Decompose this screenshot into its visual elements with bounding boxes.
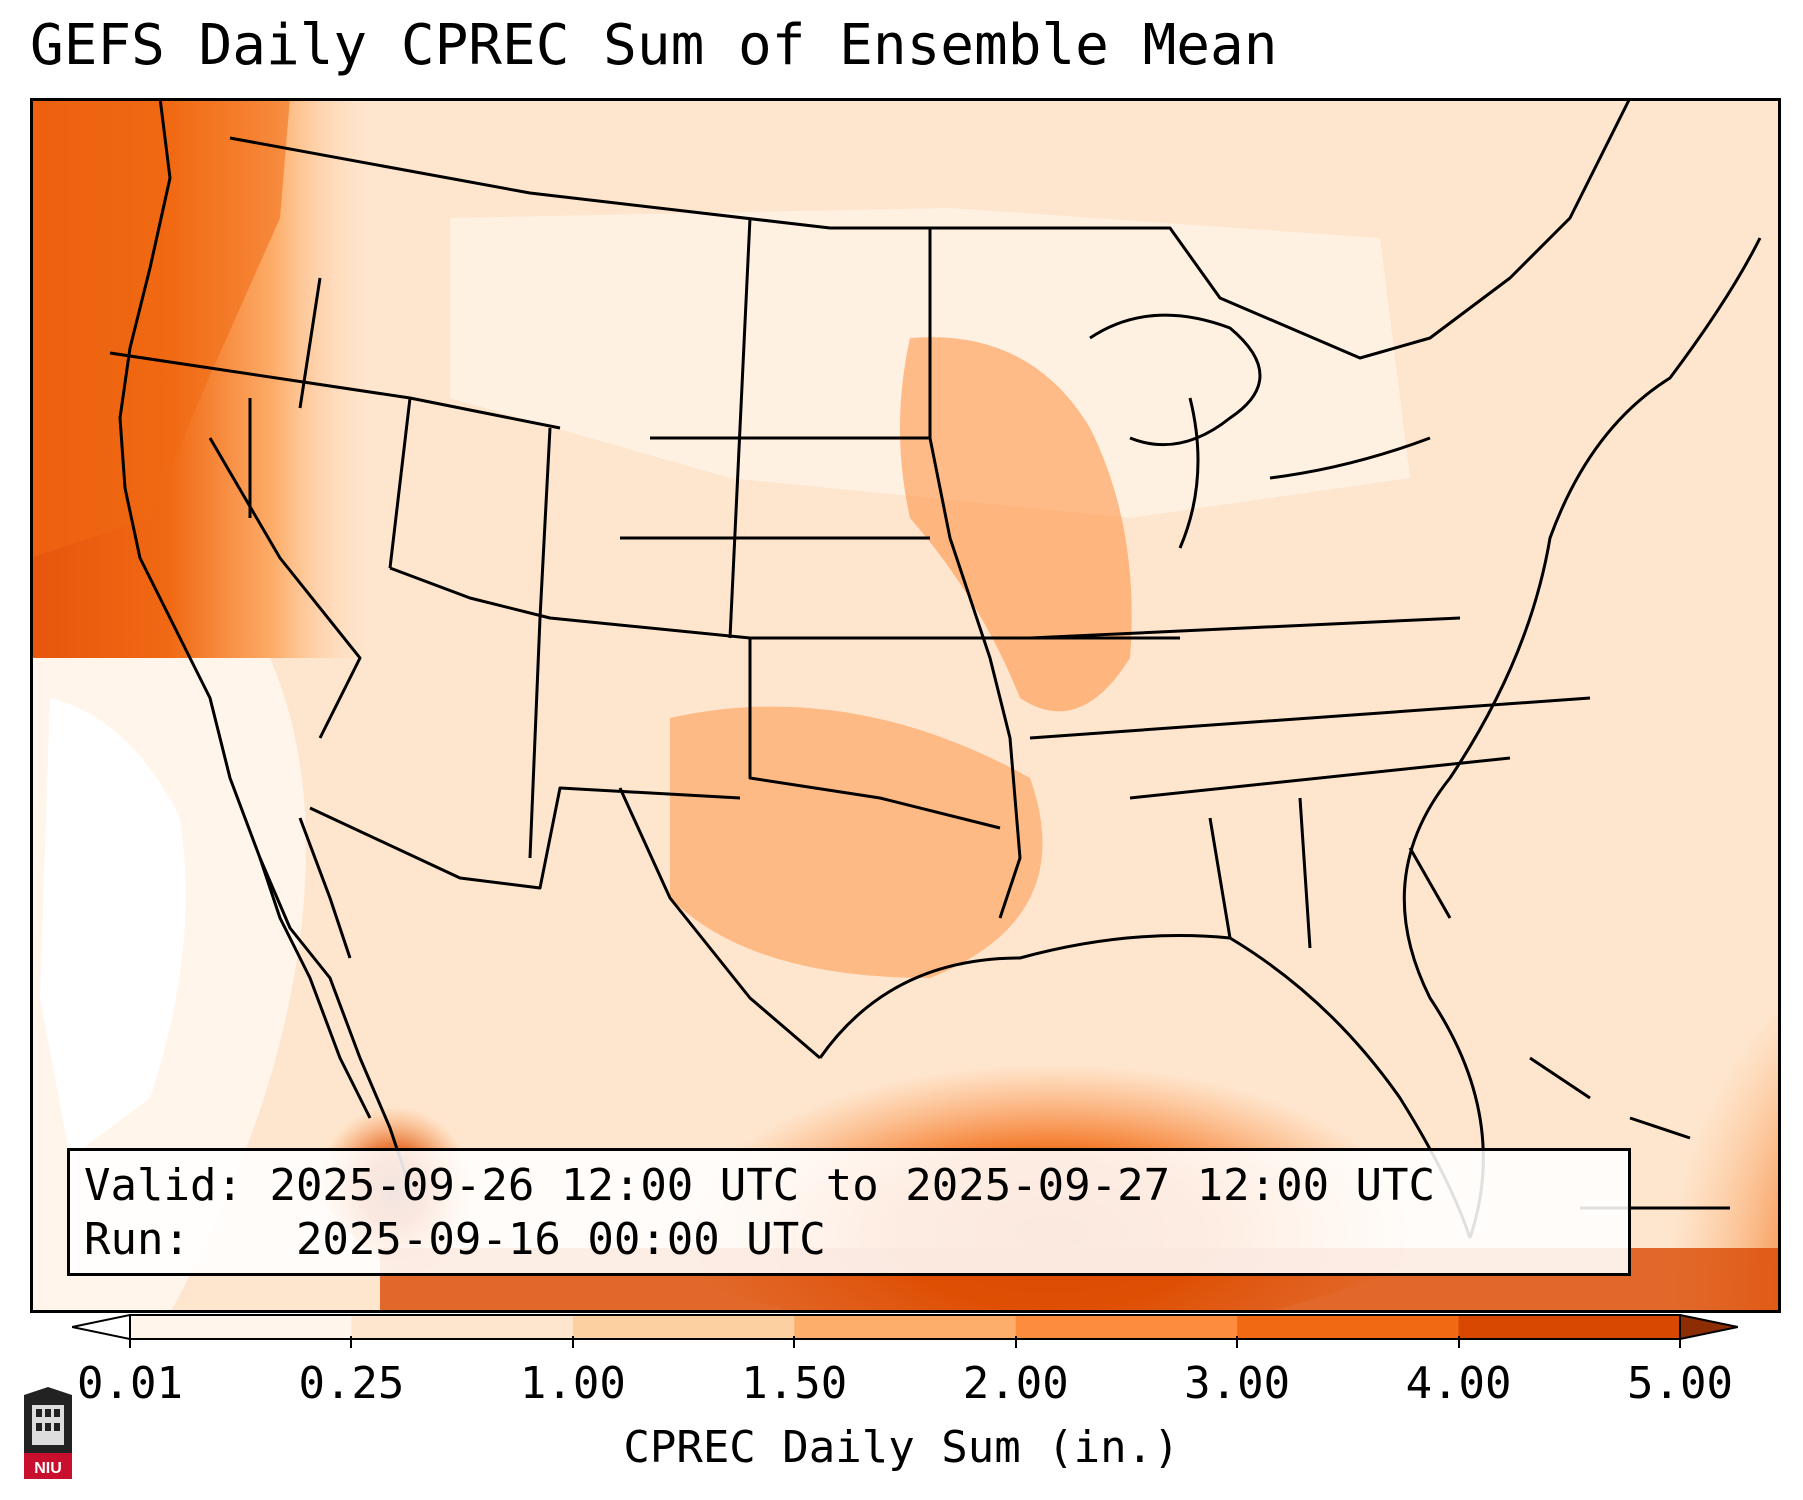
colorbar-segment xyxy=(130,1315,352,1339)
colorbar-tick-mark xyxy=(793,1336,796,1348)
colorbar-segment xyxy=(572,1315,795,1339)
colorbar-tick-label: 0.01 xyxy=(77,1358,183,1409)
colorbar-tick-mark xyxy=(1236,1336,1239,1348)
colorbar-tick-label: 5.00 xyxy=(1627,1358,1733,1409)
colorbar-label: CPREC Daily Sum (in.) xyxy=(623,1422,1180,1473)
precipitation-map xyxy=(30,98,1781,1313)
valid-label: Valid: xyxy=(84,1160,243,1211)
colorbar-tick-mark xyxy=(350,1336,353,1348)
colorbar-segment xyxy=(1458,1315,1681,1339)
chart-title: GEFS Daily CPREC Sum of Ensemble Mean xyxy=(30,13,1278,78)
run-label: Run: xyxy=(84,1214,190,1265)
colorbar-segment xyxy=(1237,1315,1460,1339)
colorbar-ticks: 0.01 0.25 1.00 1.50 2.00 3.00 4.00 5.00 xyxy=(0,1336,1803,1409)
colorbar-outline xyxy=(129,1314,1681,1340)
colorbar-tick-label: 2.00 xyxy=(962,1358,1069,1409)
colorbar-tick-label: 3.00 xyxy=(1184,1358,1291,1409)
colorbar xyxy=(72,1314,1738,1340)
colorbar-tick-mark xyxy=(1014,1336,1017,1348)
run-value: 2025-09-16 00:00 UTC xyxy=(295,1214,826,1265)
colorbar-tick-mark xyxy=(571,1336,574,1348)
colorbar-segment xyxy=(794,1315,1017,1339)
colorbar-tick-mark xyxy=(129,1336,131,1348)
colorbar-tick-mark xyxy=(1679,1336,1681,1348)
colorbar-tick-label: 4.00 xyxy=(1405,1358,1512,1409)
niu-logo-icon: NIU xyxy=(20,1385,76,1481)
niu-logo-text: NIU xyxy=(34,1460,62,1477)
colorbar-tick-label: 1.00 xyxy=(519,1358,626,1409)
valid-run-info-box: Valid: 2025-09-26 12:00 UTC to 2025-09-2… xyxy=(67,1148,1631,1276)
colorbar-tick-label: 1.50 xyxy=(741,1358,848,1409)
colorbar-tick-mark xyxy=(1457,1336,1460,1348)
colorbar-segment xyxy=(1015,1315,1238,1339)
colorbar-tick-label: 0.25 xyxy=(298,1358,405,1409)
colorbar-segment xyxy=(351,1315,574,1339)
valid-value: 2025-09-26 12:00 UTC to 2025-09-27 12:00… xyxy=(269,1160,1436,1211)
